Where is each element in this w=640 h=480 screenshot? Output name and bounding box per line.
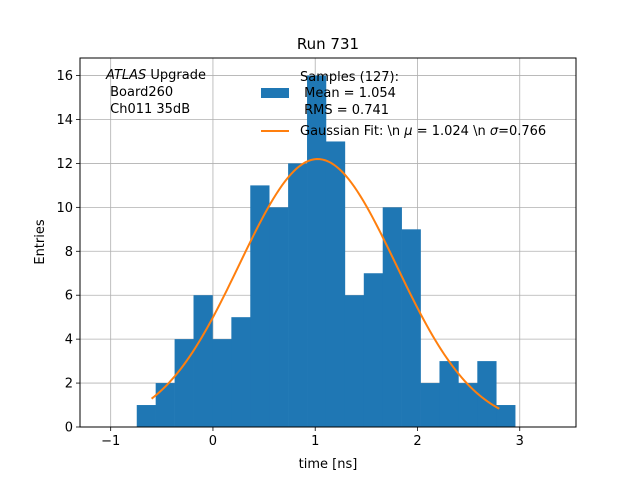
- y-tick-label: 4: [65, 333, 73, 348]
- histogram-bar: [401, 229, 421, 427]
- annotation-line-2: Board260: [106, 85, 173, 100]
- legend: Samples (127): Mean = 1.054 RMS = 0.741 …: [261, 70, 546, 139]
- plot-frame: [79, 57, 577, 428]
- histogram-bar: [136, 405, 156, 427]
- y-tick-label: 10: [56, 201, 73, 216]
- legend-fit-sigma-symbol: σ: [490, 124, 499, 139]
- x-tick-label: 0: [209, 434, 217, 449]
- histogram-bar: [155, 383, 175, 427]
- histogram-bar: [269, 207, 289, 427]
- legend-fit-prefix: Gaussian Fit: \n: [300, 124, 404, 139]
- annotation-atlas: ATLAS: [105, 68, 146, 83]
- gaussian-fit-curve: [150, 158, 500, 410]
- histogram-bar: [344, 295, 365, 427]
- histogram-bar: [477, 361, 497, 427]
- y-tick-label: 12: [56, 157, 73, 172]
- x-axis-label: time [ns]: [299, 457, 358, 472]
- histogram-bar: [382, 207, 402, 427]
- y-tick-label: 2: [65, 377, 73, 392]
- histogram-bar: [325, 141, 346, 427]
- legend-fit-mu-symbol: μ: [403, 124, 412, 139]
- legend-samples-line-1: Samples (127):: [300, 70, 399, 85]
- histogram-bar: [307, 75, 327, 428]
- histogram-bar: [496, 405, 516, 427]
- legend-fit-mu-value: = 1.024 \n: [413, 124, 490, 139]
- histogram-bar: [363, 273, 384, 427]
- histogram-bar: [212, 339, 232, 427]
- x-tick-label: 2: [413, 434, 421, 449]
- histogram-bar: [250, 185, 270, 427]
- legend-samples-line-3: RMS = 0.741: [300, 103, 389, 118]
- legend-fit-sigma-value: =0.766: [498, 124, 546, 139]
- x-tick-label: −1: [101, 434, 120, 449]
- gaussian-fit: [150, 158, 500, 410]
- histogram-bars: [136, 75, 516, 428]
- y-tick-label: 16: [56, 69, 73, 84]
- legend-fit-label: Gaussian Fit: \n μ = 1.024 \n σ=0.766: [300, 124, 546, 139]
- histogram-bar: [174, 339, 194, 427]
- y-tick-label: 6: [65, 289, 73, 304]
- legend-bar-swatch: [261, 88, 289, 98]
- x-tick-label: 3: [516, 434, 524, 449]
- annotation-upgrade: Upgrade: [146, 68, 206, 83]
- histogram-bar: [420, 383, 440, 427]
- chart-title: Run 731: [297, 35, 359, 53]
- histogram-bar: [288, 163, 308, 427]
- histogram-bar: [193, 295, 213, 427]
- y-tick-label: 0: [65, 421, 73, 436]
- y-axis-label: Entries: [33, 219, 48, 265]
- histogram-bar: [458, 383, 478, 427]
- histogram-bar: [231, 317, 251, 427]
- annotation-line-3: Ch011 35dB: [106, 102, 190, 117]
- atlas-annotation: ATLAS Upgrade Board260 Ch011 35dB: [105, 68, 206, 117]
- legend-samples-line-2: Mean = 1.054: [300, 86, 396, 101]
- x-tick-label: 1: [311, 434, 319, 449]
- y-tick-label: 14: [56, 113, 73, 128]
- y-tick-label: 8: [65, 245, 73, 260]
- histogram-bar: [439, 361, 459, 427]
- annotation-line-1: ATLAS Upgrade: [105, 68, 206, 83]
